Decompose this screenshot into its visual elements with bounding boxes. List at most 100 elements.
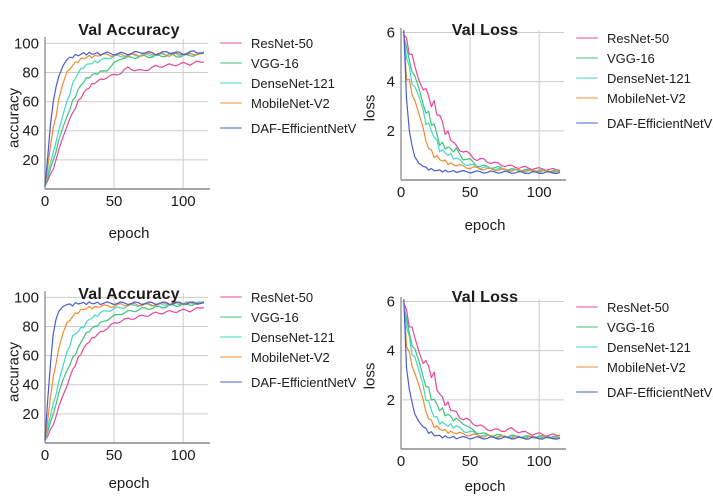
y-axis-label: loss bbox=[361, 94, 379, 122]
x-tick-label: 0 bbox=[397, 453, 405, 470]
legend-label: MobileNet-V2 bbox=[251, 349, 330, 365]
series-line-densenet-121 bbox=[44, 51, 205, 186]
series-line-densenet-121 bbox=[44, 301, 205, 440]
legend-swatch-line bbox=[576, 122, 598, 124]
legend-swatch-line bbox=[220, 316, 242, 318]
legend-label: VGG-16 bbox=[251, 309, 299, 325]
legend-swatch-line bbox=[576, 346, 598, 348]
x-tick-label: 100 bbox=[171, 193, 196, 210]
series-line-mobilenet-v2 bbox=[44, 52, 204, 187]
y-tick-label: 40 bbox=[22, 377, 39, 394]
series-line-daf-efficientnetv2 bbox=[44, 301, 205, 441]
y-tick-label: 2 bbox=[387, 123, 395, 140]
series-line-resnet-50 bbox=[44, 60, 204, 187]
series-line-daf-efficientnetv2 bbox=[403, 299, 561, 440]
chart-legend: ResNet-50 VGG-16 DenseNet-121 MobileNet-… bbox=[220, 33, 356, 138]
legend-label: DAF-EfficientNetV2 bbox=[607, 115, 713, 131]
series-line-resnet-50 bbox=[44, 306, 204, 441]
legend-swatch-line bbox=[576, 366, 598, 368]
panel-val-loss-bottom: 2 4 6 0 50 100 Val Loss loss epoch ResNet-50 … bbox=[356, 252, 713, 504]
y-tick-label: 20 bbox=[22, 152, 39, 169]
legend-item: ResNet-50 bbox=[220, 287, 356, 307]
legend-swatch-line bbox=[220, 82, 242, 84]
legend-item: DAF-EfficientNetV2 bbox=[220, 118, 356, 138]
y-tick-label: 2 bbox=[387, 392, 395, 409]
legend-item: DAF-EfficientNetV2 bbox=[576, 113, 713, 133]
legend-item: ResNet-50 bbox=[576, 297, 713, 317]
legend-label: DenseNet-121 bbox=[251, 75, 335, 91]
y-tick-label: 80 bbox=[22, 64, 39, 81]
legend-item: DenseNet-121 bbox=[220, 327, 356, 347]
legend-label: DAF-EfficientNetV2 bbox=[251, 120, 356, 136]
legend-swatch-line bbox=[220, 102, 242, 104]
x-tick-label: 100 bbox=[527, 184, 552, 201]
legend-swatch-line bbox=[576, 326, 598, 328]
legend-item: MobileNet-V2 bbox=[576, 88, 713, 108]
legend-item: ResNet-50 bbox=[220, 33, 356, 53]
legend-label: DAF-EfficientNetV2 bbox=[607, 384, 713, 400]
legend-label: VGG-16 bbox=[251, 55, 299, 71]
series-line-mobilenet-v2 bbox=[403, 30, 560, 174]
y-tick-label: 60 bbox=[22, 348, 39, 365]
chart-title: Val Accuracy bbox=[78, 22, 180, 39]
y-tick-label: 4 bbox=[387, 74, 395, 91]
legend-item: VGG-16 bbox=[220, 53, 356, 73]
legend-item: DAF-EfficientNetV2 bbox=[220, 372, 356, 392]
y-tick-label: 4 bbox=[387, 343, 395, 360]
legend-label: ResNet-50 bbox=[251, 35, 314, 51]
series-line-densenet-121 bbox=[403, 34, 561, 173]
series-line-densenet-121 bbox=[403, 303, 561, 440]
legend-swatch-line bbox=[576, 37, 598, 39]
x-tick-label: 50 bbox=[462, 453, 479, 470]
legend-item: ResNet-50 bbox=[576, 28, 713, 48]
legend-label: MobileNet-V2 bbox=[251, 95, 330, 111]
series-line-vgg-16 bbox=[44, 301, 205, 440]
x-axis-label: epoch bbox=[108, 225, 150, 242]
y-axis-label: accuracy bbox=[5, 87, 23, 149]
y-tick-label: 60 bbox=[22, 94, 39, 111]
chart-title: Val Loss bbox=[451, 22, 519, 39]
series-line-daf-efficientnetv2 bbox=[403, 30, 561, 175]
legend-item: VGG-16 bbox=[576, 317, 713, 337]
legend-item: MobileNet-V2 bbox=[220, 93, 356, 113]
legend-swatch-line bbox=[220, 62, 242, 64]
legend-label: ResNet-50 bbox=[607, 30, 670, 46]
legend-swatch-line bbox=[576, 57, 598, 59]
x-tick-label: 50 bbox=[106, 193, 123, 210]
legend-label: DenseNet-121 bbox=[251, 329, 335, 345]
legend-label: MobileNet-V2 bbox=[607, 359, 686, 375]
chart-title: Val Accuracy bbox=[78, 286, 180, 303]
legend-item: VGG-16 bbox=[220, 307, 356, 327]
x-tick-label: 100 bbox=[527, 453, 552, 470]
x-tick-label: 50 bbox=[106, 447, 123, 464]
panel-val-loss-top: 2 4 6 0 50 100 Val Loss loss epoch ResNet-50 … bbox=[356, 0, 713, 252]
y-tick-label: 80 bbox=[22, 318, 39, 335]
x-tick-label: 0 bbox=[41, 193, 49, 210]
chart-legend: ResNet-50 VGG-16 DenseNet-121 MobileNet-… bbox=[576, 297, 713, 402]
x-axis-label: epoch bbox=[108, 475, 150, 492]
legend-label: VGG-16 bbox=[607, 50, 655, 66]
legend-item: DenseNet-121 bbox=[220, 73, 356, 93]
series-line-resnet-50 bbox=[403, 303, 560, 437]
legend-label: DenseNet-121 bbox=[607, 70, 691, 86]
x-tick-label: 100 bbox=[171, 447, 196, 464]
legend-swatch-line bbox=[576, 306, 598, 308]
legend-swatch-line bbox=[576, 97, 598, 99]
legend-swatch-line bbox=[220, 356, 242, 358]
y-axis-label: accuracy bbox=[5, 341, 23, 403]
legend-label: VGG-16 bbox=[607, 319, 655, 335]
x-tick-label: 0 bbox=[41, 447, 49, 464]
series-line-vgg-16 bbox=[403, 305, 561, 439]
x-axis-label: epoch bbox=[464, 217, 506, 234]
legend-swatch-line bbox=[220, 381, 242, 383]
legend-label: MobileNet-V2 bbox=[607, 90, 686, 106]
panel-val-accuracy-bottom: 20 40 60 80 100 0 50 100 Val Accuracy accuracy … bbox=[0, 252, 357, 504]
legend-item: DAF-EfficientNetV2 bbox=[576, 382, 713, 402]
legend-item: DenseNet-121 bbox=[576, 68, 713, 88]
legend-swatch-line bbox=[576, 77, 598, 79]
legend-item: MobileNet-V2 bbox=[220, 347, 356, 367]
x-tick-label: 0 bbox=[397, 184, 405, 201]
y-tick-label: 40 bbox=[22, 123, 39, 140]
legend-swatch-line bbox=[220, 42, 242, 44]
